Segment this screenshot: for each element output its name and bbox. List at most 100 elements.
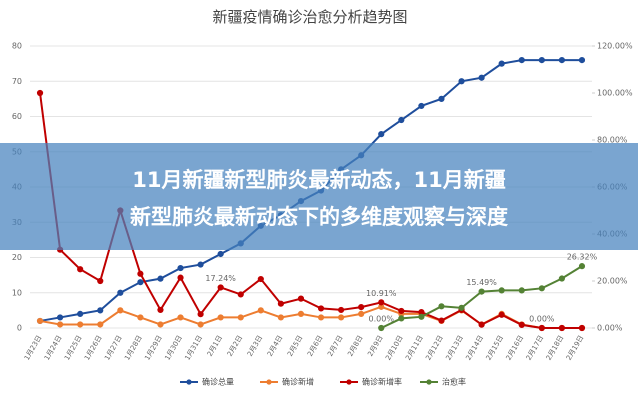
data-point: [217, 284, 224, 291]
data-point: [97, 277, 104, 285]
banner-line: 新型肺炎最新动态下的多维度观察与深度: [130, 205, 508, 229]
data-point: [317, 314, 325, 321]
data-point: [217, 314, 224, 321]
data-point: [237, 291, 244, 298]
data-point: [578, 57, 586, 64]
data-point: [77, 321, 84, 328]
data-point: [137, 279, 144, 286]
data-point: [558, 324, 565, 332]
legend-marker: [186, 379, 192, 385]
data-point: [97, 307, 104, 314]
y-tick-label: 70: [12, 77, 22, 86]
data-point: [578, 263, 586, 270]
data-point: [197, 321, 204, 328]
data-point: [498, 60, 505, 67]
y-tick-label: 10: [12, 288, 22, 297]
data-point: [157, 306, 164, 314]
data-point: [157, 321, 164, 328]
legend-label: 确诊新增: [282, 377, 314, 387]
chart-title: 新疆疫情确诊治愈分析趋势图: [212, 8, 407, 26]
data-point: [498, 311, 505, 318]
data-point: [558, 275, 565, 282]
data-label: 17.24%: [205, 274, 236, 283]
data-point: [317, 305, 325, 312]
data-point: [77, 266, 84, 273]
data-point: [36, 89, 44, 97]
y2-tick-label: 120.00%: [597, 42, 633, 51]
data-point: [257, 275, 264, 283]
y-tick-label: 0: [17, 324, 22, 333]
data-label: 0.00%: [369, 315, 395, 324]
data-point: [398, 116, 405, 124]
data-point: [197, 311, 204, 318]
data-point: [438, 317, 445, 324]
data-point: [478, 74, 485, 81]
data-point: [518, 287, 525, 294]
data-point: [177, 264, 184, 272]
y-tick-label: 80: [12, 42, 22, 51]
data-point: [578, 324, 586, 332]
data-point: [478, 321, 485, 328]
data-point: [478, 288, 485, 295]
data-point: [458, 78, 465, 85]
data-point: [558, 57, 565, 64]
legend-label: 确诊新增率: [362, 377, 402, 387]
data-point: [518, 321, 525, 328]
data-point: [197, 261, 204, 268]
data-point: [338, 306, 345, 314]
data-point: [398, 307, 405, 315]
data-label: 10.91%: [366, 289, 397, 298]
y2-tick-label: 80.00%: [597, 136, 628, 145]
data-label: 15.49%: [466, 278, 497, 287]
y2-tick-label: 100.00%: [597, 89, 633, 98]
data-point: [157, 275, 164, 282]
data-point: [498, 287, 505, 294]
y-tick-label: 60: [12, 112, 22, 121]
y2-tick-label: 0.00%: [597, 324, 623, 333]
data-point: [257, 307, 264, 314]
data-point: [418, 313, 425, 320]
data-point: [177, 314, 184, 321]
data-point: [277, 314, 284, 321]
data-point: [538, 57, 545, 64]
data-point: [137, 314, 144, 321]
data-point: [117, 289, 124, 296]
data-point: [538, 324, 545, 332]
data-point: [538, 285, 545, 292]
data-point: [237, 314, 244, 321]
data-point: [358, 304, 365, 311]
data-point: [277, 300, 284, 307]
data-label: 26.32%: [567, 253, 598, 262]
data-point: [438, 303, 445, 310]
data-point: [378, 299, 385, 306]
data-point: [297, 295, 305, 302]
data-point: [57, 314, 64, 321]
legend-label: 确诊总量: [202, 377, 234, 387]
legend-marker: [426, 379, 432, 385]
legend-marker: [346, 379, 352, 385]
data-point: [518, 57, 525, 64]
data-point: [358, 310, 365, 317]
data-label: 0.00%: [529, 315, 555, 324]
legend-label: 治愈率: [442, 377, 466, 387]
data-point: [338, 314, 345, 321]
data-point: [177, 274, 184, 281]
data-point: [36, 317, 44, 325]
data-point: [378, 324, 385, 332]
data-point: [398, 315, 405, 322]
data-point: [458, 304, 465, 311]
data-point: [117, 307, 124, 314]
data-point: [217, 250, 224, 258]
data-point: [57, 321, 64, 328]
data-point: [77, 310, 84, 317]
data-point: [297, 310, 305, 317]
banner-band: [0, 143, 638, 250]
data-point: [97, 321, 104, 328]
data-point: [438, 95, 445, 102]
data-point: [378, 131, 385, 138]
banner-line: 11月新疆新型肺炎最新动态，11月新疆: [132, 168, 505, 192]
y-tick-label: 20: [12, 253, 22, 262]
y2-tick-label: 20.00%: [597, 277, 628, 286]
legend-marker: [266, 379, 272, 385]
